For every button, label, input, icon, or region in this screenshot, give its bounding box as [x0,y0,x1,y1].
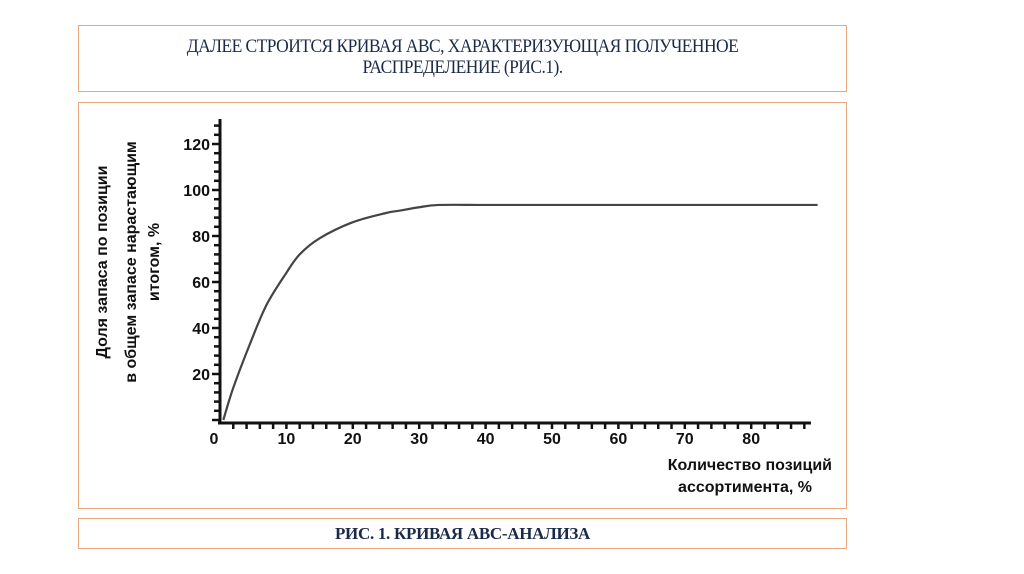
x-tick-label: 0 [210,431,219,448]
y-axis-title-line-2: в общем запасе нарастающим [123,141,140,383]
x-axis-title-line-2: ассортимента, % [678,479,812,496]
y-tick-label: 120 [183,137,210,154]
y-tick-label: 60 [192,275,210,292]
x-tick-label: 70 [676,431,694,448]
x-axis-title: Количество позиций ассортимента, % [668,457,832,496]
x-tick-label: 20 [344,431,362,448]
x-axis-title-line-1: Количество позиций [668,457,832,474]
y-tick-label: 100 [183,183,210,200]
y-axis-title-line-1: Доля запаса по позиции [94,166,111,359]
y-axis-title-line-3: итогом, % [146,223,163,301]
x-tick-label: 40 [477,431,495,448]
slide-title-line-2: РАСПРЕДЕЛЕНИЕ (РИС.1). [362,57,563,78]
x-axis: 0 10 20 30 40 50 60 70 80 [210,421,811,448]
abc-curve-line [222,203,818,421]
y-tick-label: 80 [192,229,210,246]
slide-title: ДАЛЕЕ СТРОИТСЯ КРИВАЯ АВС, ХАРАКТЕРИЗУЮЩ… [110,36,816,78]
x-tick-label: 60 [610,431,628,448]
y-axis-title: Доля запаса по позиции в общем запасе на… [94,141,163,383]
chart-box [78,102,847,509]
figure-caption: РИС. 1. КРИВАЯ АВС-АНАЛИЗА [334,524,591,543]
x-tick-label: 50 [543,431,561,448]
slide-title-line-1: ДАЛЕЕ СТРОИТСЯ КРИВАЯ АВС, ХАРАКТЕРИЗУЮЩ… [186,36,739,57]
x-tick-label: 10 [278,431,296,448]
caption-box: РИС. 1. КРИВАЯ АВС-АНАЛИЗА [78,518,847,549]
x-tick-label: 30 [410,431,428,448]
y-tick-label: 40 [192,321,210,338]
title-box: ДАЛЕЕ СТРОИТСЯ КРИВАЯ АВС, ХАРАКТЕРИЗУЮЩ… [78,25,847,92]
x-tick-label: 80 [742,431,760,448]
y-axis: 20 40 60 80 100 120 [183,119,222,424]
y-tick-label: 20 [192,367,210,384]
